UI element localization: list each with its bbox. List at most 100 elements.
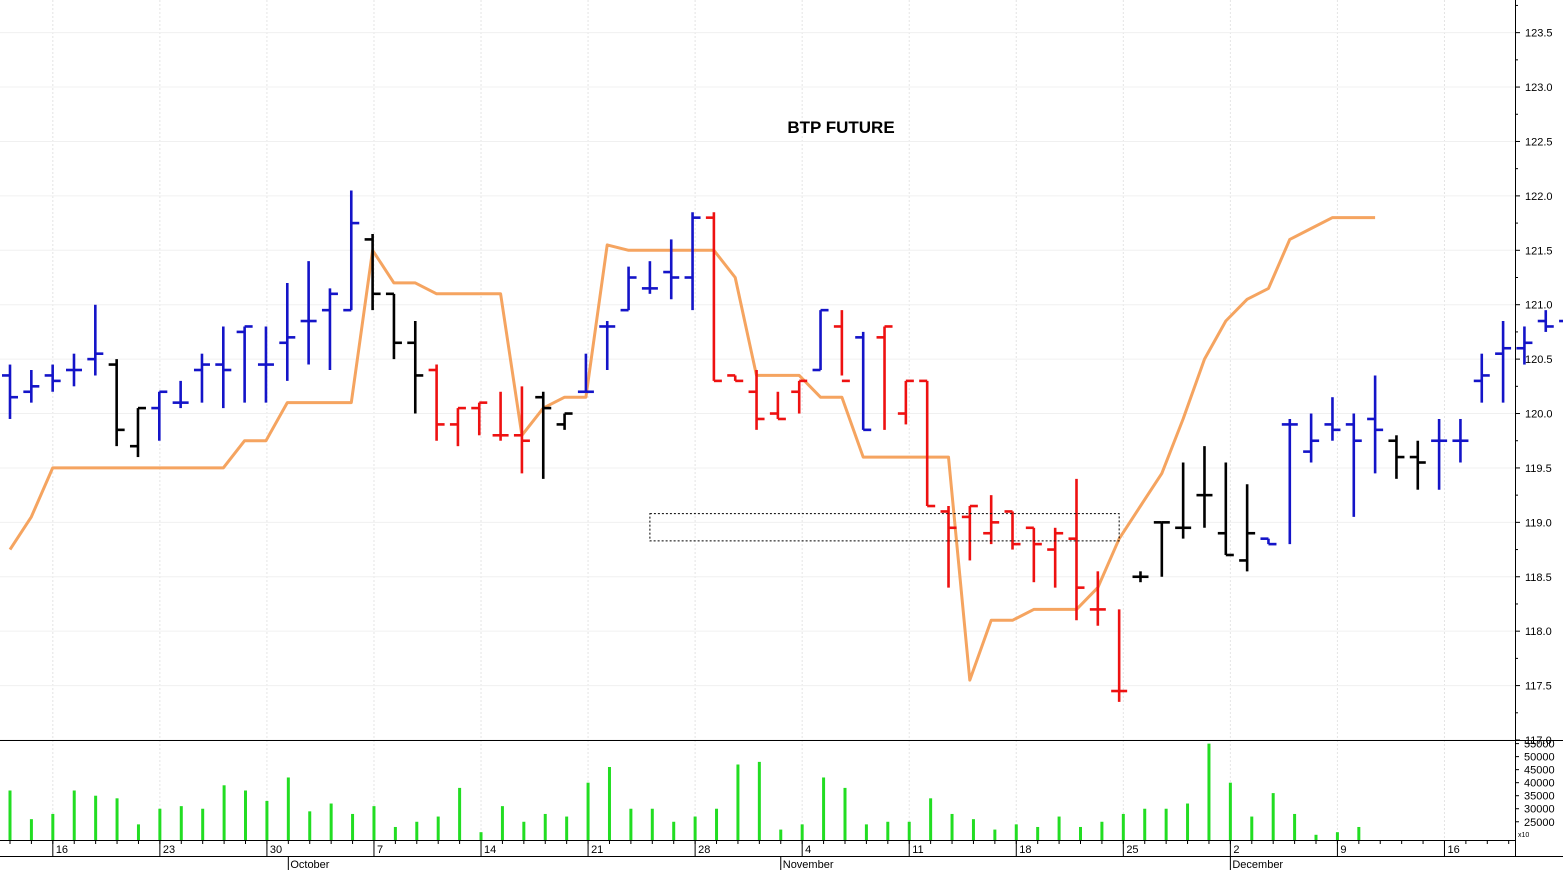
ohlc-bar bbox=[1068, 478, 1085, 621]
ohlc-bar bbox=[897, 379, 914, 425]
ohlc-bar bbox=[151, 390, 168, 441]
volume-multiplier-label: x10 bbox=[1518, 832, 1529, 839]
ohlc-bar bbox=[705, 212, 722, 383]
ohlc-bar bbox=[876, 325, 893, 430]
date-tick-label: 11 bbox=[912, 844, 923, 856]
ohlc-bar bbox=[1239, 484, 1256, 572]
price-tick-label: 122.0 bbox=[1525, 191, 1553, 203]
month-label: November bbox=[783, 859, 834, 870]
ohlc-bar bbox=[1111, 609, 1128, 702]
volume-tick-label: 35000 bbox=[1524, 791, 1555, 803]
ohlc-bar bbox=[919, 379, 936, 508]
price-tick-label: 121.0 bbox=[1525, 300, 1553, 312]
ohlc-bar bbox=[535, 391, 552, 479]
ohlc-bar bbox=[1004, 510, 1021, 550]
price-tick-label: 120.5 bbox=[1525, 354, 1553, 366]
ohlc-bar bbox=[599, 321, 616, 370]
ohlc-bar bbox=[1559, 319, 1563, 323]
ohlc-bar bbox=[385, 292, 402, 360]
grid bbox=[0, 0, 1515, 840]
ohlc-bar bbox=[428, 364, 445, 441]
date-tick-label: 9 bbox=[1340, 844, 1346, 856]
ohlc-bar bbox=[577, 353, 594, 394]
ohlc-bar bbox=[1537, 310, 1554, 332]
price-tick-label: 119.5 bbox=[1525, 463, 1552, 475]
ohlc-bar bbox=[684, 212, 701, 311]
ohlc-bar bbox=[44, 364, 61, 392]
ohlc-bar bbox=[257, 326, 274, 403]
ohlc-bar bbox=[343, 190, 360, 312]
ohlc-bar bbox=[1153, 521, 1170, 577]
month-label: October bbox=[290, 859, 329, 870]
volume-tick-label: 55000 bbox=[1524, 739, 1555, 751]
ohlc-bar bbox=[193, 353, 210, 403]
ohlc-bar bbox=[172, 380, 189, 409]
date-tick-label: 23 bbox=[163, 844, 175, 856]
price-tick-label: 117.5 bbox=[1525, 681, 1552, 693]
ohlc-bar bbox=[1047, 527, 1064, 588]
date-tick-label: 21 bbox=[591, 844, 603, 856]
date-tick-label: 18 bbox=[1019, 844, 1031, 856]
volume-tick-label: 40000 bbox=[1524, 778, 1555, 790]
price-tick-label: 121.5 bbox=[1525, 245, 1553, 257]
ohlc-bar bbox=[748, 370, 765, 430]
date-tick-label: 14 bbox=[484, 844, 496, 856]
ohlc-bar bbox=[1025, 526, 1042, 583]
ohlc-bar bbox=[1473, 353, 1490, 403]
ohlc-bar bbox=[641, 261, 658, 294]
ohlc-bar bbox=[407, 321, 424, 414]
volume-tick-label: 50000 bbox=[1524, 752, 1555, 764]
ohlc-bar bbox=[492, 391, 509, 441]
ohlc-bar bbox=[961, 504, 978, 561]
date-tick-label: 16 bbox=[1447, 844, 1459, 856]
ohlc-bar bbox=[1260, 537, 1277, 546]
ohlc-bar bbox=[1132, 571, 1149, 583]
ohlc-bar bbox=[620, 266, 637, 312]
chart-frame bbox=[0, 0, 1563, 857]
ohlc-bar bbox=[108, 359, 125, 447]
ohlc-bar bbox=[2, 364, 18, 419]
month-label: December bbox=[1232, 859, 1283, 870]
date-tick-label: 30 bbox=[270, 844, 282, 856]
ohlc-bar bbox=[1196, 446, 1213, 528]
ohlc-bar bbox=[364, 233, 381, 311]
ohlc-bar bbox=[940, 506, 957, 588]
price-bars-layer bbox=[2, 190, 1563, 702]
ohlc-bar bbox=[1324, 397, 1341, 441]
ohlc-bar bbox=[449, 406, 466, 447]
price-tick-label: 123.5 bbox=[1525, 28, 1553, 40]
ohlc-bar bbox=[1281, 418, 1298, 545]
price-tick-label: 118.5 bbox=[1525, 572, 1552, 584]
price-tick-label: 117.0 bbox=[1525, 735, 1552, 747]
axes-layer: 117.0 117.5 118.0 118.5 119.0 119.5 120.0 120.5… bbox=[9, 4, 1555, 871]
ohlc-bar bbox=[129, 406, 146, 458]
price-tick-label: 120.0 bbox=[1525, 409, 1553, 421]
chart-title: BTP FUTURE bbox=[787, 118, 894, 137]
date-tick-label: 25 bbox=[1126, 844, 1138, 856]
ohlc-bar bbox=[1516, 326, 1533, 365]
ohlc-bar bbox=[236, 325, 253, 403]
ohlc-bar bbox=[65, 353, 82, 387]
annotation-box bbox=[649, 513, 1120, 542]
ohlc-bar bbox=[1367, 375, 1384, 474]
ohlc-bar bbox=[663, 239, 680, 300]
ohlc-bar bbox=[1345, 413, 1362, 517]
ohlc-bar bbox=[1089, 571, 1106, 626]
ohlc-bar bbox=[769, 391, 786, 421]
ohlc-bar bbox=[983, 495, 1000, 545]
ohlc-bar bbox=[279, 282, 296, 381]
price-tick-label: 118.0 bbox=[1525, 626, 1552, 638]
ohlc-bar bbox=[471, 401, 488, 436]
ohlc-bar bbox=[833, 310, 850, 383]
volume-tick-label: 45000 bbox=[1524, 765, 1555, 777]
date-tick-label: 4 bbox=[805, 844, 811, 856]
ohlc-bar bbox=[1431, 418, 1448, 490]
ohlc-bar bbox=[1495, 321, 1512, 403]
ohlc-bar bbox=[215, 326, 232, 409]
ohlc-bar bbox=[1217, 462, 1234, 557]
ohlc-bar bbox=[1452, 418, 1469, 463]
ohlc-bar bbox=[812, 308, 829, 372]
ohlc-bar bbox=[87, 304, 104, 376]
